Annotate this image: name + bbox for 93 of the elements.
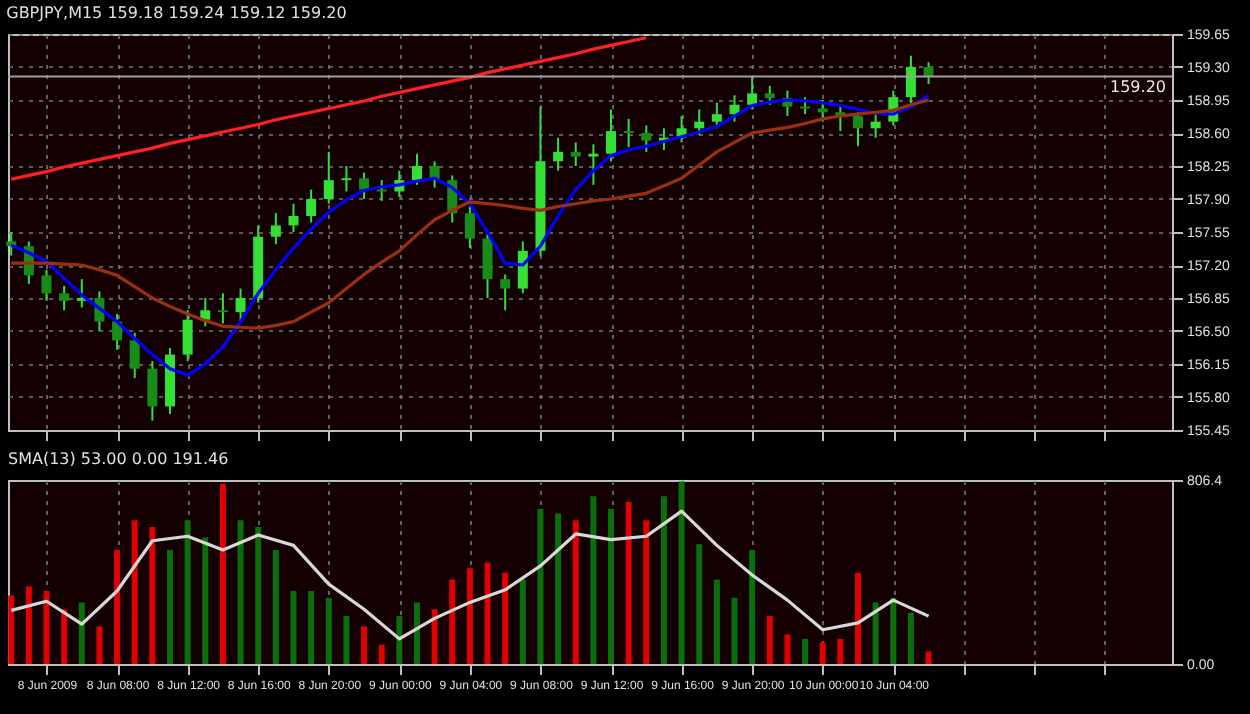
line-series <box>9 36 648 181</box>
candlestick <box>182 309 193 363</box>
bar <box>519 579 526 664</box>
candlestick <box>323 150 334 205</box>
candlestick <box>747 75 758 111</box>
candlestick <box>235 287 246 323</box>
bar <box>272 549 279 664</box>
bar <box>696 544 703 664</box>
candlestick <box>764 84 775 106</box>
bar <box>131 520 138 664</box>
candlestick <box>694 108 705 136</box>
bar <box>149 527 156 664</box>
bar <box>854 572 861 664</box>
bar <box>555 513 562 664</box>
line-series <box>9 98 931 330</box>
bar <box>361 626 368 664</box>
bar <box>431 609 438 664</box>
candlestick <box>464 205 475 250</box>
candlestick <box>870 113 881 139</box>
candlestick <box>306 188 317 224</box>
candlestick <box>147 360 158 422</box>
candlestick <box>606 108 617 163</box>
bar <box>449 579 456 664</box>
bar <box>114 549 121 664</box>
bar <box>413 602 420 664</box>
candlestick <box>517 240 528 295</box>
bar <box>343 616 350 664</box>
candlestick <box>129 331 140 380</box>
bar <box>502 572 509 664</box>
bar <box>167 549 173 664</box>
bar <box>78 602 85 664</box>
bar <box>660 496 667 664</box>
candlestick <box>711 101 722 130</box>
candlestick <box>359 171 370 200</box>
candlestick <box>411 152 422 186</box>
bar <box>837 638 844 664</box>
candlestick <box>500 273 511 312</box>
candlestick <box>553 136 564 172</box>
bar <box>608 508 615 664</box>
candlestick <box>852 111 863 148</box>
bar <box>43 590 50 664</box>
bar <box>749 549 756 664</box>
bar <box>61 609 68 664</box>
candlestick <box>217 292 228 325</box>
candlestick <box>817 99 828 123</box>
candlestick <box>288 202 299 233</box>
bar <box>396 616 403 664</box>
candlestick <box>41 268 52 302</box>
bar <box>255 527 262 664</box>
bar <box>766 616 773 664</box>
bar <box>625 502 632 664</box>
candlestick <box>623 117 634 149</box>
bar <box>184 520 191 664</box>
candlestick <box>270 212 281 246</box>
bar <box>96 626 103 664</box>
bar <box>819 642 826 664</box>
bar <box>325 597 332 664</box>
line-series <box>9 93 931 377</box>
chart-title: SMA(13) 53.00 0.00 191.46 <box>8 450 229 468</box>
bar <box>572 520 579 664</box>
bar <box>713 579 720 664</box>
bar <box>202 537 209 664</box>
bar <box>237 520 244 664</box>
bar <box>907 612 914 664</box>
candlestick <box>482 231 493 299</box>
candlestick <box>59 284 70 312</box>
candlestick <box>570 141 581 167</box>
candlestick <box>341 165 352 193</box>
bar <box>466 568 473 664</box>
bar <box>643 520 650 664</box>
candlestick <box>588 143 599 186</box>
bar <box>25 586 32 664</box>
bar <box>731 597 738 664</box>
bar <box>537 508 544 664</box>
bar <box>484 562 491 664</box>
bar <box>890 597 897 664</box>
candlestick <box>641 124 652 153</box>
chart-title: GBPJPY,M15 159.18 159.24 159.12 159.20 <box>6 4 347 22</box>
bar <box>219 483 226 664</box>
bar <box>784 634 791 664</box>
line-series <box>9 509 931 641</box>
ref-line-label: 159.20 <box>1110 78 1166 97</box>
bar <box>308 590 315 664</box>
candlestick <box>905 54 916 104</box>
bar <box>872 602 879 664</box>
bar <box>378 644 385 664</box>
bar <box>590 496 597 664</box>
candlestick <box>6 231 17 257</box>
bar <box>925 651 932 664</box>
bar <box>290 590 297 664</box>
bar <box>802 638 809 664</box>
candlestick <box>200 297 211 328</box>
bar <box>8 595 15 664</box>
